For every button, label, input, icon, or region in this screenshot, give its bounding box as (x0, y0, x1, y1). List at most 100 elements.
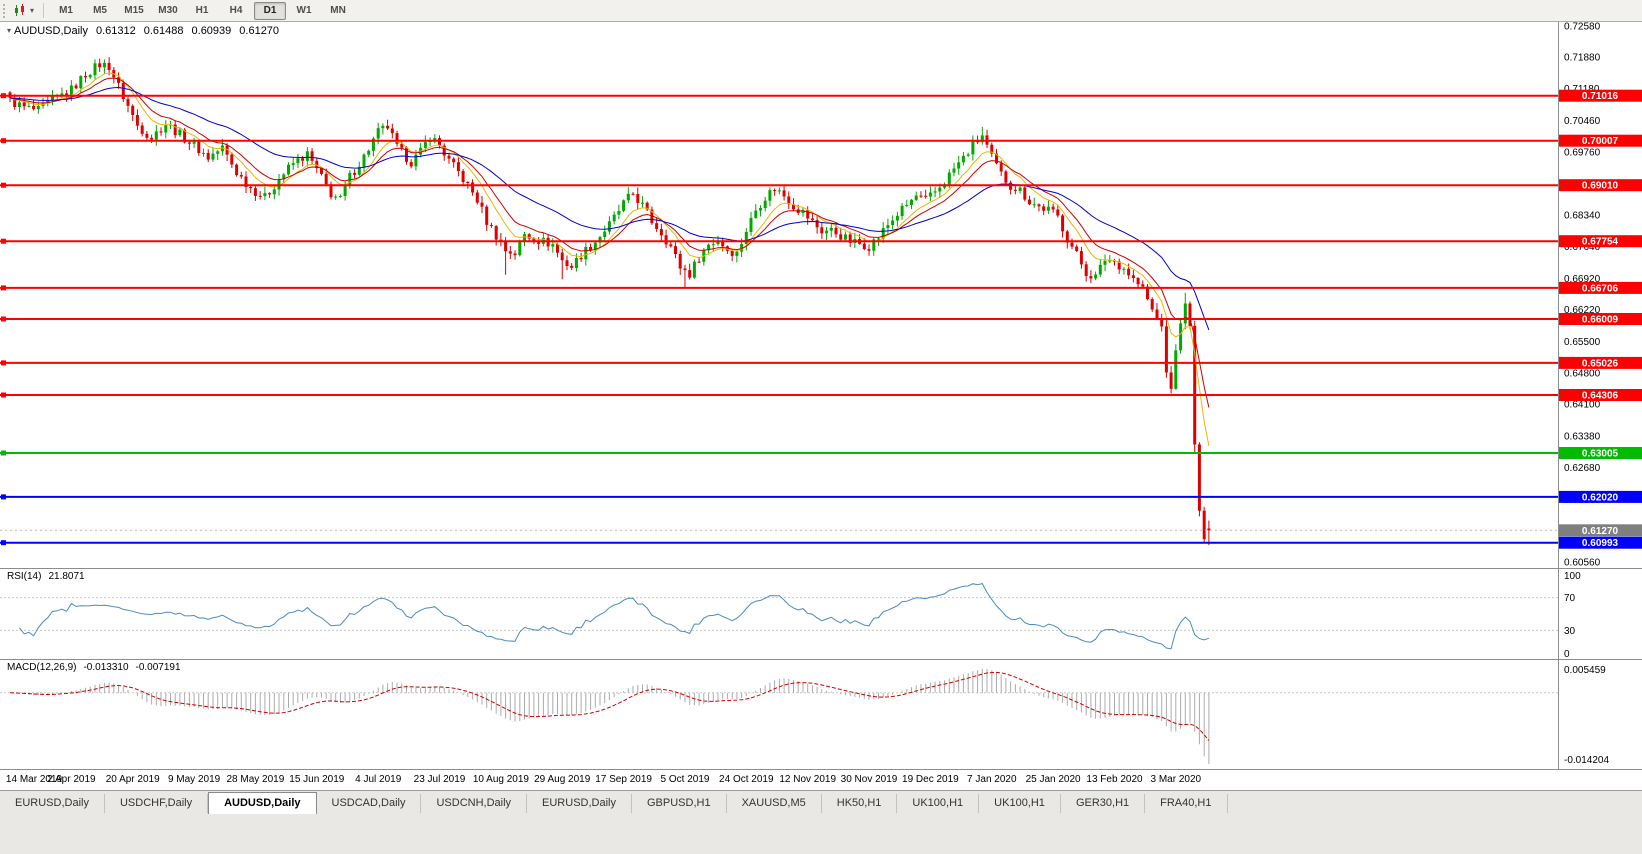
chart-tab-eurusd-daily[interactable]: EURUSD,Daily (527, 794, 632, 813)
candle (730, 249, 734, 262)
candle (1084, 261, 1088, 282)
chart-tab-usdchf-daily[interactable]: USDCHF,Daily (105, 794, 209, 813)
candle (357, 161, 361, 177)
candle (206, 149, 210, 163)
chart-title-caret-icon: ▾ (7, 26, 12, 35)
candle (239, 171, 243, 179)
chart-tab-fra40-h1[interactable]: FRA40,H1 (1145, 794, 1228, 813)
candle (1013, 184, 1017, 195)
candle (895, 211, 899, 227)
level-line-anchor (1, 238, 6, 244)
timeframes-toolbar: ▾ M1 M5 M15 M30 H1 H4 D1 W1 MN (0, 0, 1642, 22)
candle (1098, 259, 1102, 277)
candle (759, 205, 762, 217)
level-line-anchor (1, 540, 6, 546)
x-axis-label: 2 Apr 2019 (47, 774, 96, 785)
candle (1122, 267, 1126, 275)
x-axis-label: 29 Aug 2019 (534, 774, 591, 785)
price-level-badge: 0.66009 (1559, 313, 1642, 326)
svg-text:0.69010: 0.69010 (1582, 181, 1619, 192)
timeframe-button-w1[interactable]: W1 (296, 4, 312, 16)
candle (362, 153, 366, 172)
candle (102, 59, 106, 74)
y-axis-tick: 0.65500 (1564, 337, 1601, 348)
price-level-badge: 0.62020 (1559, 490, 1642, 503)
level-line-anchor (1, 285, 6, 291)
candle (641, 196, 644, 208)
candle (622, 199, 626, 213)
ohlc-open: 0.61312 (95, 25, 136, 37)
ohlc-low: 0.60939 (191, 25, 232, 37)
candle (914, 191, 918, 201)
candle (617, 204, 621, 220)
timeframe-button-h1[interactable]: H1 (195, 4, 209, 16)
candle (74, 83, 78, 90)
chart-tab-uk100-h1[interactable]: UK100,H1 (897, 794, 980, 813)
candle (154, 125, 158, 146)
price-level-badge: 0.67754 (1559, 235, 1642, 248)
level-line-anchor (1, 392, 6, 398)
candle (334, 194, 338, 200)
candle (258, 191, 262, 200)
level-line-anchor (1, 93, 6, 99)
chart-plot-area[interactable] (0, 21, 1558, 568)
x-axis-label: 17 Sep 2019 (595, 774, 652, 785)
candle (1075, 244, 1079, 253)
candle (961, 151, 965, 166)
timeframe-button-m5[interactable]: M5 (93, 4, 107, 16)
candle (296, 153, 300, 168)
candle (603, 225, 607, 243)
chart-tab-hk50-h1[interactable]: HK50,H1 (822, 794, 898, 813)
candle (593, 240, 597, 255)
candle (1103, 254, 1107, 272)
timeframe-button-m1[interactable]: M1 (59, 4, 73, 16)
chart-tab-usdcnh-daily[interactable]: USDCNH,Daily (421, 794, 528, 813)
macd-scale-label: 0.005459 (1564, 665, 1606, 676)
chart-tab-ger30-h1[interactable]: GER30,H1 (1061, 794, 1146, 813)
rsi-scale-label: 70 (1564, 593, 1576, 604)
chart-type-button[interactable]: ▾ (10, 3, 37, 18)
rsi-scale-label: 0 (1564, 649, 1570, 660)
toolbar-drag-handle[interactable] (3, 3, 5, 18)
candle (683, 264, 687, 289)
chart-tab-audusd-daily[interactable]: AUDUSD,Daily (208, 792, 317, 815)
candle (1046, 200, 1050, 214)
candle (612, 211, 616, 225)
candle (518, 239, 522, 257)
candle (957, 155, 961, 175)
candle (725, 245, 729, 254)
chart-tab-xauusd-m5[interactable]: XAUUSD,M5 (727, 794, 822, 813)
level-line-anchor (1, 360, 6, 366)
candle (1169, 366, 1173, 394)
candle (338, 194, 342, 198)
x-axis-label: 9 May 2019 (168, 774, 221, 785)
timeframe-button-h4[interactable]: H4 (229, 4, 243, 16)
candle (390, 123, 394, 139)
candle (971, 135, 975, 161)
candle (1146, 284, 1149, 301)
candle (919, 191, 923, 198)
chart-tab-gbpusd-h1[interactable]: GBPUSD,H1 (632, 794, 727, 813)
candle (310, 148, 314, 164)
timeframe-button-m15[interactable]: M15 (124, 4, 144, 16)
macd-scale-label: -0.014204 (1564, 755, 1609, 766)
chart-tab-uk100-h1[interactable]: UK100,H1 (979, 794, 1061, 813)
y-axis-tick: 0.66920 (1564, 274, 1601, 285)
y-axis-tick: 0.69760 (1564, 147, 1601, 158)
candle (862, 238, 866, 251)
candle (88, 73, 92, 79)
candle (754, 204, 758, 219)
x-axis-label: 3 Mar 2020 (1151, 774, 1202, 785)
timeframe-button-d1[interactable]: D1 (254, 1, 287, 20)
timeframe-button-mn[interactable]: MN (330, 4, 346, 16)
candle (636, 187, 640, 210)
candle (891, 215, 895, 230)
chart-tab-usdcad-daily[interactable]: USDCAD,Daily (317, 794, 422, 813)
rsi-indicator-label: RSI(14) 21.8071 (7, 571, 85, 582)
timeframe-button-m30[interactable]: M30 (158, 4, 178, 16)
candle (461, 168, 465, 186)
toolbar-separator (43, 3, 45, 18)
chart-tab-eurusd-daily[interactable]: EURUSD,Daily (0, 794, 105, 813)
candle (1051, 203, 1055, 213)
